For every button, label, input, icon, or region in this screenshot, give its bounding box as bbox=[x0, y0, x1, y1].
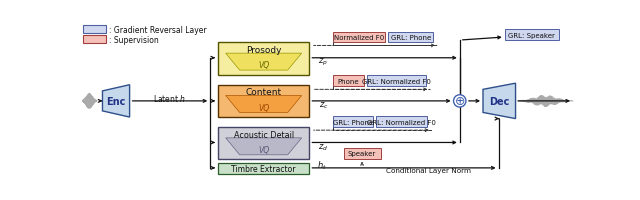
Text: Conditional Layer Norm: Conditional Layer Norm bbox=[387, 167, 471, 173]
Text: Timbre Extractor: Timbre Extractor bbox=[232, 164, 296, 173]
Text: Normalized F0: Normalized F0 bbox=[334, 35, 384, 41]
Polygon shape bbox=[226, 54, 301, 71]
Text: Latent $h$: Latent $h$ bbox=[154, 93, 186, 104]
Text: GRL: Speaker: GRL: Speaker bbox=[508, 33, 556, 38]
Text: Phone: Phone bbox=[337, 78, 359, 84]
Text: VQ: VQ bbox=[258, 145, 269, 154]
Text: $z_d$: $z_d$ bbox=[318, 141, 328, 152]
Text: : Gradient Reversal Layer: : Gradient Reversal Layer bbox=[109, 26, 207, 35]
Polygon shape bbox=[483, 84, 516, 119]
Bar bbox=[218, 163, 309, 174]
Text: GRL: Phone: GRL: Phone bbox=[333, 119, 373, 125]
Polygon shape bbox=[226, 138, 301, 155]
Text: $\oplus$: $\oplus$ bbox=[454, 95, 465, 108]
Text: : Supervision: : Supervision bbox=[109, 36, 159, 45]
Text: Acoustic Detail: Acoustic Detail bbox=[234, 130, 294, 139]
Text: Prosody: Prosody bbox=[246, 46, 282, 55]
Bar bbox=[367, 76, 426, 87]
Text: Dec: Dec bbox=[489, 96, 509, 106]
Bar bbox=[333, 76, 364, 87]
Polygon shape bbox=[102, 85, 129, 117]
Bar bbox=[218, 85, 309, 117]
Bar bbox=[505, 30, 559, 41]
Text: GRL: Phone: GRL: Phone bbox=[391, 35, 431, 41]
Circle shape bbox=[454, 95, 466, 108]
Bar bbox=[218, 127, 309, 160]
Text: Enc: Enc bbox=[106, 96, 125, 106]
Bar bbox=[83, 26, 106, 34]
Text: $z_c$: $z_c$ bbox=[319, 100, 328, 110]
Text: GRL: Normalized F0: GRL: Normalized F0 bbox=[367, 119, 436, 125]
Bar bbox=[376, 117, 428, 127]
Bar bbox=[344, 148, 381, 159]
Bar bbox=[83, 36, 106, 44]
Text: VQ: VQ bbox=[258, 61, 269, 70]
Bar bbox=[388, 32, 433, 43]
Text: Content: Content bbox=[246, 88, 282, 97]
Polygon shape bbox=[226, 96, 301, 113]
Text: Speaker: Speaker bbox=[348, 150, 376, 156]
Text: $h_t$: $h_t$ bbox=[317, 159, 326, 171]
Bar bbox=[333, 32, 385, 43]
Text: $z_p$: $z_p$ bbox=[319, 57, 328, 68]
Text: GRL: Normalized F0: GRL: Normalized F0 bbox=[362, 78, 431, 84]
Bar bbox=[333, 117, 373, 127]
Text: VQ: VQ bbox=[258, 103, 269, 112]
Bar bbox=[218, 43, 309, 75]
